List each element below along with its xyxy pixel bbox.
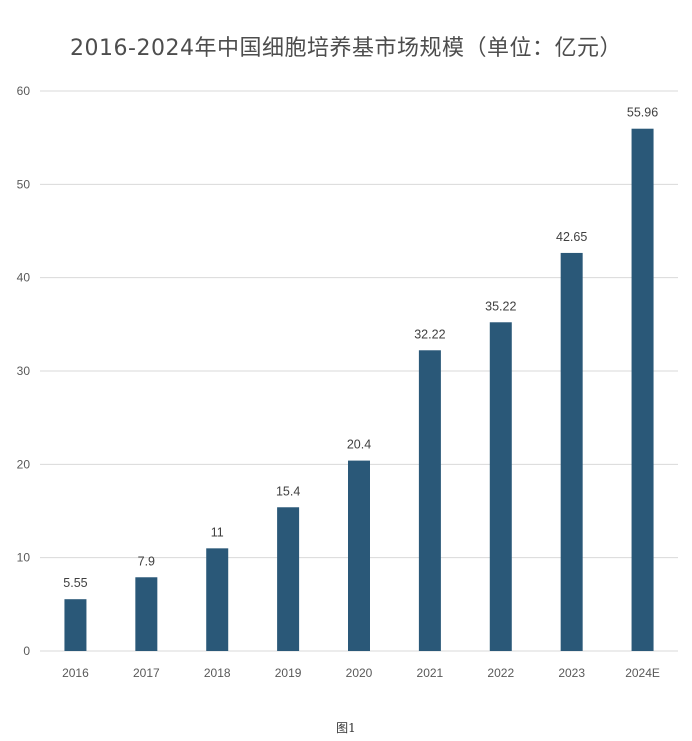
data-label: 35.22 bbox=[485, 299, 516, 313]
bar bbox=[418, 350, 441, 651]
y-tick-label: 60 bbox=[17, 84, 31, 98]
y-tick-label: 0 bbox=[23, 644, 30, 658]
x-tick-label: 2023 bbox=[558, 666, 585, 680]
bar bbox=[348, 460, 370, 651]
x-tick-label: 2022 bbox=[487, 666, 514, 680]
bar bbox=[631, 128, 654, 651]
figure-caption: 图1 bbox=[336, 721, 356, 735]
data-label: 32.22 bbox=[414, 327, 445, 341]
x-tick-label: 2016 bbox=[62, 666, 89, 680]
bars bbox=[64, 128, 654, 651]
data-label: 55.96 bbox=[627, 106, 658, 120]
data-label: 11 bbox=[211, 525, 224, 539]
x-axis: 2016 2017 2018 2019 2020 2021 2022 2023 2024E bbox=[62, 666, 660, 680]
bar bbox=[560, 252, 583, 651]
x-tick-label: 2021 bbox=[417, 666, 444, 680]
bar bbox=[489, 322, 512, 651]
x-tick-label: 2019 bbox=[275, 666, 302, 680]
x-tick-label: 2020 bbox=[346, 666, 373, 680]
y-tick-label: 20 bbox=[17, 457, 31, 471]
x-tick-label: 2024E bbox=[625, 666, 660, 680]
data-label: 7.9 bbox=[138, 554, 155, 568]
y-tick-label: 40 bbox=[17, 271, 31, 285]
data-label: 5.55 bbox=[63, 576, 87, 590]
y-axis: 0 10 20 30 40 50 60 bbox=[17, 84, 31, 658]
data-labels: 5.55 7.9 11 15.4 20.4 32.22 35.22 42.65 55.96 bbox=[63, 106, 658, 590]
y-tick-label: 10 bbox=[17, 551, 31, 565]
y-tick-label: 30 bbox=[17, 364, 31, 378]
bar bbox=[277, 507, 300, 651]
data-label: 20.4 bbox=[347, 438, 371, 452]
data-label: 15.4 bbox=[276, 484, 300, 498]
data-label: 42.65 bbox=[556, 230, 587, 244]
bar bbox=[206, 548, 229, 651]
chart-title: 2016-2024年中国细胞培养基市场规模（单位：亿元） bbox=[70, 36, 622, 61]
bar bbox=[64, 599, 87, 651]
x-tick-label: 2017 bbox=[133, 666, 160, 680]
y-tick-label: 50 bbox=[17, 177, 31, 191]
x-tick-label: 2018 bbox=[204, 666, 231, 680]
bar bbox=[135, 577, 158, 651]
